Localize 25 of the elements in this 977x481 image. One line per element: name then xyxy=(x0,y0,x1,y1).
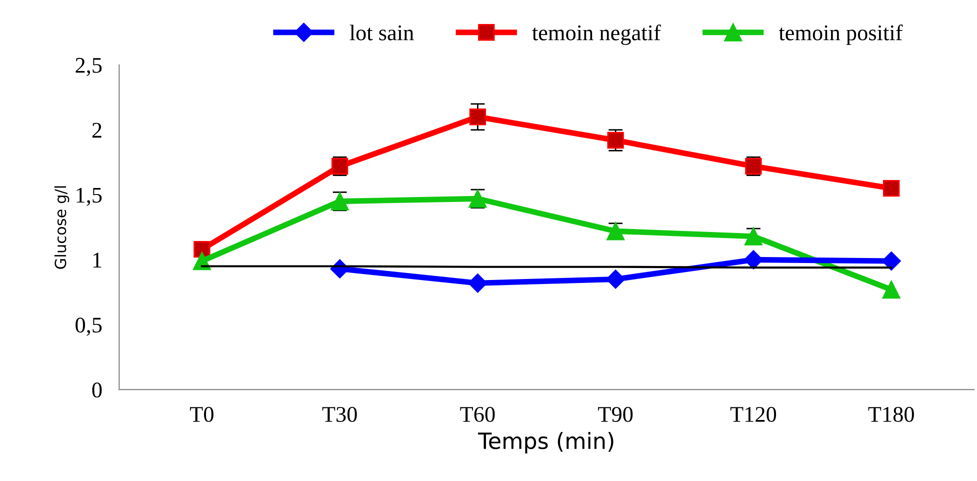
point xyxy=(606,270,626,289)
y-tick-label: 1 xyxy=(93,252,102,268)
x-axis-title: Temps (min) xyxy=(478,432,614,454)
y-tick-label: 0,5 xyxy=(76,318,102,336)
y-tick-label: 0 xyxy=(92,382,102,398)
point xyxy=(883,180,900,197)
point xyxy=(606,222,625,240)
y-axis-title: Glucose g/l xyxy=(54,186,70,269)
x-tick-label: T120 xyxy=(730,406,776,422)
point xyxy=(194,241,210,258)
y-tick-label: 1,5 xyxy=(76,188,102,206)
x-tick-label: T180 xyxy=(868,406,914,422)
point xyxy=(744,227,762,246)
point xyxy=(469,108,486,126)
legend-label: temoin negatif xyxy=(532,24,661,45)
x-tick-label: T90 xyxy=(598,406,633,422)
point xyxy=(882,280,900,299)
legend-label: temoin positif xyxy=(778,24,903,45)
x-tick-label: T60 xyxy=(460,406,495,422)
x-tick-label: T0 xyxy=(190,406,214,422)
x-tick-label: T30 xyxy=(322,406,357,422)
y-tick-label: 2 xyxy=(92,122,102,138)
legend-label: lot sain xyxy=(350,24,414,40)
point xyxy=(468,274,488,293)
y-tick-label: 2,5 xyxy=(76,58,102,76)
